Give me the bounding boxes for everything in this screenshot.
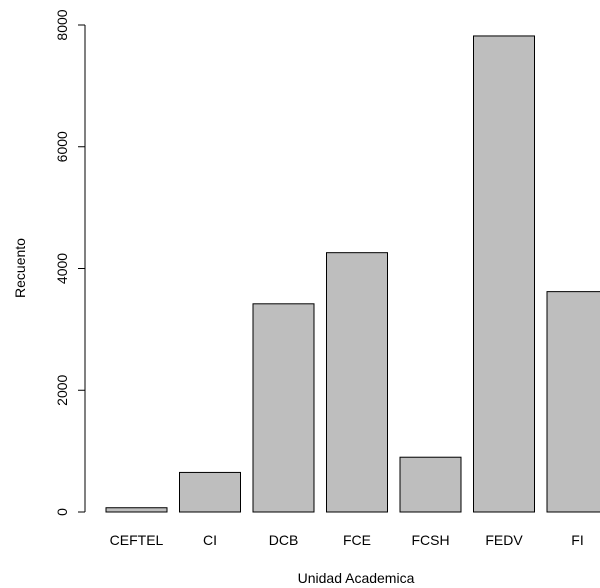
y-tick-label-0: 0: [54, 508, 70, 516]
x-tick-label-fi: FI: [571, 532, 583, 548]
x-tick-label-fedv: FEDV: [485, 532, 523, 548]
x-tick-labels: CEFTEL CI DCB FCE FCSH FEDV FI: [110, 532, 584, 548]
x-tick-label-fcsh: FCSH: [411, 532, 449, 548]
bar-dcb: [252, 303, 315, 513]
x-tick-label-fce: FCE: [343, 532, 371, 548]
x-tick-label-dcb: DCB: [269, 532, 299, 548]
y-axis-title: Recuento: [12, 238, 28, 298]
y-axis: 0 2000 4000 6000 8000: [54, 9, 86, 516]
y-tick-label-6000: 6000: [54, 131, 70, 162]
bar-ci: [179, 471, 241, 513]
x-tick-label-ci: CI: [203, 532, 217, 548]
x-tick-label-ceftel: CEFTEL: [110, 532, 164, 548]
y-tick-label-2000: 2000: [54, 374, 70, 405]
bar-fcsh: [399, 456, 462, 513]
bar-fi: [546, 291, 600, 513]
y-tick-label-8000: 8000: [54, 9, 70, 40]
bars-group: [105, 35, 600, 513]
bar-fedv: [473, 35, 535, 513]
y-ticks: 0 2000 4000 6000 8000: [54, 9, 85, 516]
bar-ceftel: [105, 507, 168, 513]
y-tick-label-4000: 4000: [54, 253, 70, 284]
x-axis-title: Unidad Academica: [298, 570, 415, 586]
bar-fce: [326, 252, 388, 513]
